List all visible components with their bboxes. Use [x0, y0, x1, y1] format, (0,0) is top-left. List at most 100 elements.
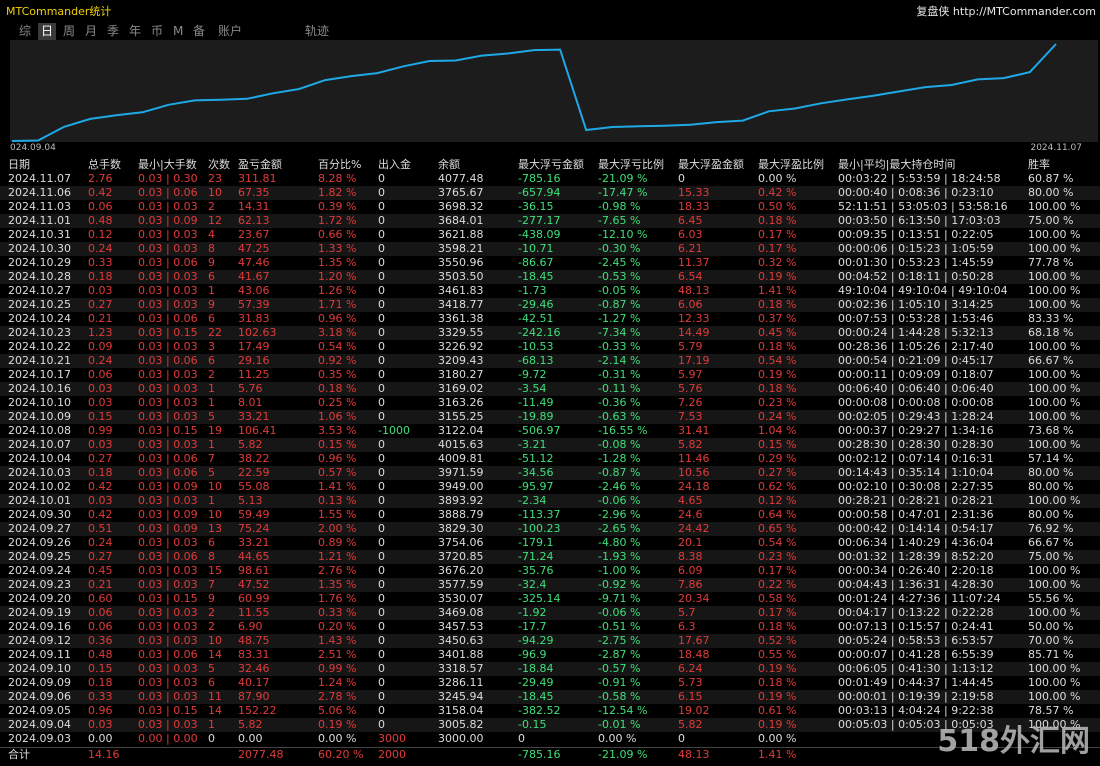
table-cell: 0.03 | 0.03: [138, 662, 198, 675]
table-cell: 3765.67: [438, 186, 484, 199]
table-row: 2024.10.10 0.03 0.03 | 0.03 1 8.01 0.25 % 0 316…: [0, 396, 1100, 410]
tab[interactable]: 备: [193, 24, 206, 38]
tab[interactable]: 综: [19, 24, 32, 38]
table-cell: 0.33: [88, 256, 113, 269]
table-cell: 50.00 %: [1028, 620, 1074, 633]
table-cell: 0.64 %: [758, 508, 797, 521]
table-cell: 0: [378, 228, 385, 241]
table-cell: 70.00 %: [1028, 634, 1074, 647]
table-cell: 0.19 %: [758, 270, 797, 283]
table-cell: -0.11 %: [598, 382, 641, 395]
tab[interactable]: 月: [85, 24, 98, 38]
table-cell: 0.45: [88, 564, 113, 577]
table-cell: 100.00 %: [1028, 564, 1081, 577]
table-cell: 0: [378, 606, 385, 619]
tab[interactable]: 周: [63, 24, 76, 38]
table-cell: -86.67: [518, 256, 554, 269]
tab[interactable]: M: [173, 24, 184, 38]
table-cell: 17.67: [678, 634, 710, 647]
table-cell: -0.87 %: [598, 298, 641, 311]
table-cell: 0: [378, 172, 385, 185]
table-cell: 3180.27: [438, 368, 484, 381]
table-cell: 0: [378, 662, 385, 675]
table-cell: 100.00 %: [1028, 578, 1081, 591]
table-cell: -2.65 %: [598, 522, 641, 535]
table-cell: 0.35 %: [318, 368, 357, 381]
tab[interactable]: 季: [107, 24, 120, 38]
table-cell: -0.06 %: [598, 606, 641, 619]
table-cell: -42.51: [518, 312, 554, 325]
column-header: 盈亏金额: [238, 158, 282, 171]
table-cell: -10.53: [518, 340, 554, 353]
table-row: 2024.10.30 0.24 0.03 | 0.03 8 47.25 1.33 % 0 35…: [0, 242, 1100, 256]
tab[interactable]: 日: [38, 23, 57, 40]
column-header: 余额: [438, 158, 460, 171]
table-cell: 0.03 | 0.03: [138, 438, 198, 451]
tab[interactable]: 账户: [218, 24, 243, 38]
table-cell: 6: [208, 312, 215, 325]
table-cell: 3971.59: [438, 466, 484, 479]
table-cell: 0.58 %: [758, 592, 797, 605]
tab[interactable]: 币: [151, 24, 164, 38]
table-cell: 0.24 %: [758, 410, 797, 423]
table-cell: 3418.77: [438, 298, 484, 311]
table-cell: 00:28:21 | 0:28:21 | 0:28:21: [838, 494, 994, 507]
table-row: 2024.10.25 0.27 0.03 | 0.03 9 57.39 1.71 % 0 34…: [0, 298, 1100, 312]
table-cell: 0: [378, 676, 385, 689]
table-cell: -29.46: [518, 298, 554, 311]
table-cell: 0.45 %: [758, 326, 797, 339]
table-cell: 3005.82: [438, 718, 484, 731]
table-cell: 00:03:22 | 5:53:59 | 18:24:58: [838, 172, 1001, 185]
table-cell: 0: [678, 732, 685, 745]
table-cell: 1.06 %: [318, 410, 357, 423]
table-cell: 44.65: [238, 550, 270, 563]
table-cell: 0: [378, 256, 385, 269]
table-cell: 62.13: [238, 214, 270, 227]
table-cell: 0.23 %: [758, 396, 797, 409]
table-cell: 12: [208, 214, 222, 227]
table-cell: 2024.11.06: [8, 186, 71, 199]
table-cell: 47.46: [238, 256, 270, 269]
table-cell: 10: [208, 186, 222, 199]
table-cell: -0.15: [518, 718, 547, 731]
table-cell: 0.00 %: [758, 172, 797, 185]
table-cell: 3461.83: [438, 284, 484, 297]
table-cell: 0.03 | 0.06: [138, 256, 198, 269]
table-cell: 7: [208, 452, 215, 465]
table-cell: 100.00 %: [1028, 284, 1081, 297]
table-cell: -9.71 %: [598, 592, 641, 605]
tab[interactable]: 年: [129, 24, 142, 38]
table-row: 2024.09.20 0.60 0.03 | 0.15 9 60.99 1.76 % 0 35…: [0, 592, 1100, 606]
table-cell: -0.98 %: [598, 200, 641, 213]
tab[interactable]: 轨迹: [305, 24, 330, 38]
column-header: 最大浮亏比例: [598, 158, 664, 171]
table-cell: 0.06: [88, 606, 113, 619]
table-cell: 2024.09.26: [8, 536, 71, 549]
table-cell: 2024.10.27: [8, 284, 71, 297]
table-cell: 0.15: [88, 410, 113, 423]
table-row: 2024.09.24 0.45 0.03 | 0.03 15 98.61 2.76 % 0 3…: [0, 564, 1100, 578]
table-cell: 0: [378, 326, 385, 339]
table-cell: 13: [208, 522, 222, 535]
table-cell: 0.18 %: [758, 382, 797, 395]
table-cell: 5: [208, 662, 215, 675]
site-link[interactable]: 复盘侠 http://MTCommander.com: [916, 5, 1096, 18]
table-cell: 6.03: [678, 228, 703, 241]
table-cell: 00:04:52 | 0:18:11 | 0:50:28: [838, 270, 994, 283]
table-cell: 0.17 %: [758, 242, 797, 255]
table-cell: 0.03 | 0.09: [138, 214, 198, 227]
table-cell: 0.03: [88, 284, 113, 297]
table-row: 2024.09.25 0.27 0.03 | 0.06 8 44.65 1.21 % 0 37…: [0, 550, 1100, 564]
table-cell: 00:28:36 | 1:05:26 | 2:17:40: [838, 340, 994, 353]
table-cell: 0.00 %: [758, 732, 797, 745]
table-cell: 0.42: [88, 480, 113, 493]
table-cell: 0.23 %: [758, 550, 797, 563]
table-cell: 2: [208, 620, 215, 633]
table-cell: 100.00 %: [1028, 690, 1081, 703]
table-cell: -35.76: [518, 564, 554, 577]
table-cell: 1.71 %: [318, 298, 357, 311]
table-cell: 0.24: [88, 242, 113, 255]
table-row: 2024.09.12 0.36 0.03 | 0.03 10 48.75 1.43 % 0 3…: [0, 634, 1100, 648]
table-cell: 0.03: [88, 494, 113, 507]
